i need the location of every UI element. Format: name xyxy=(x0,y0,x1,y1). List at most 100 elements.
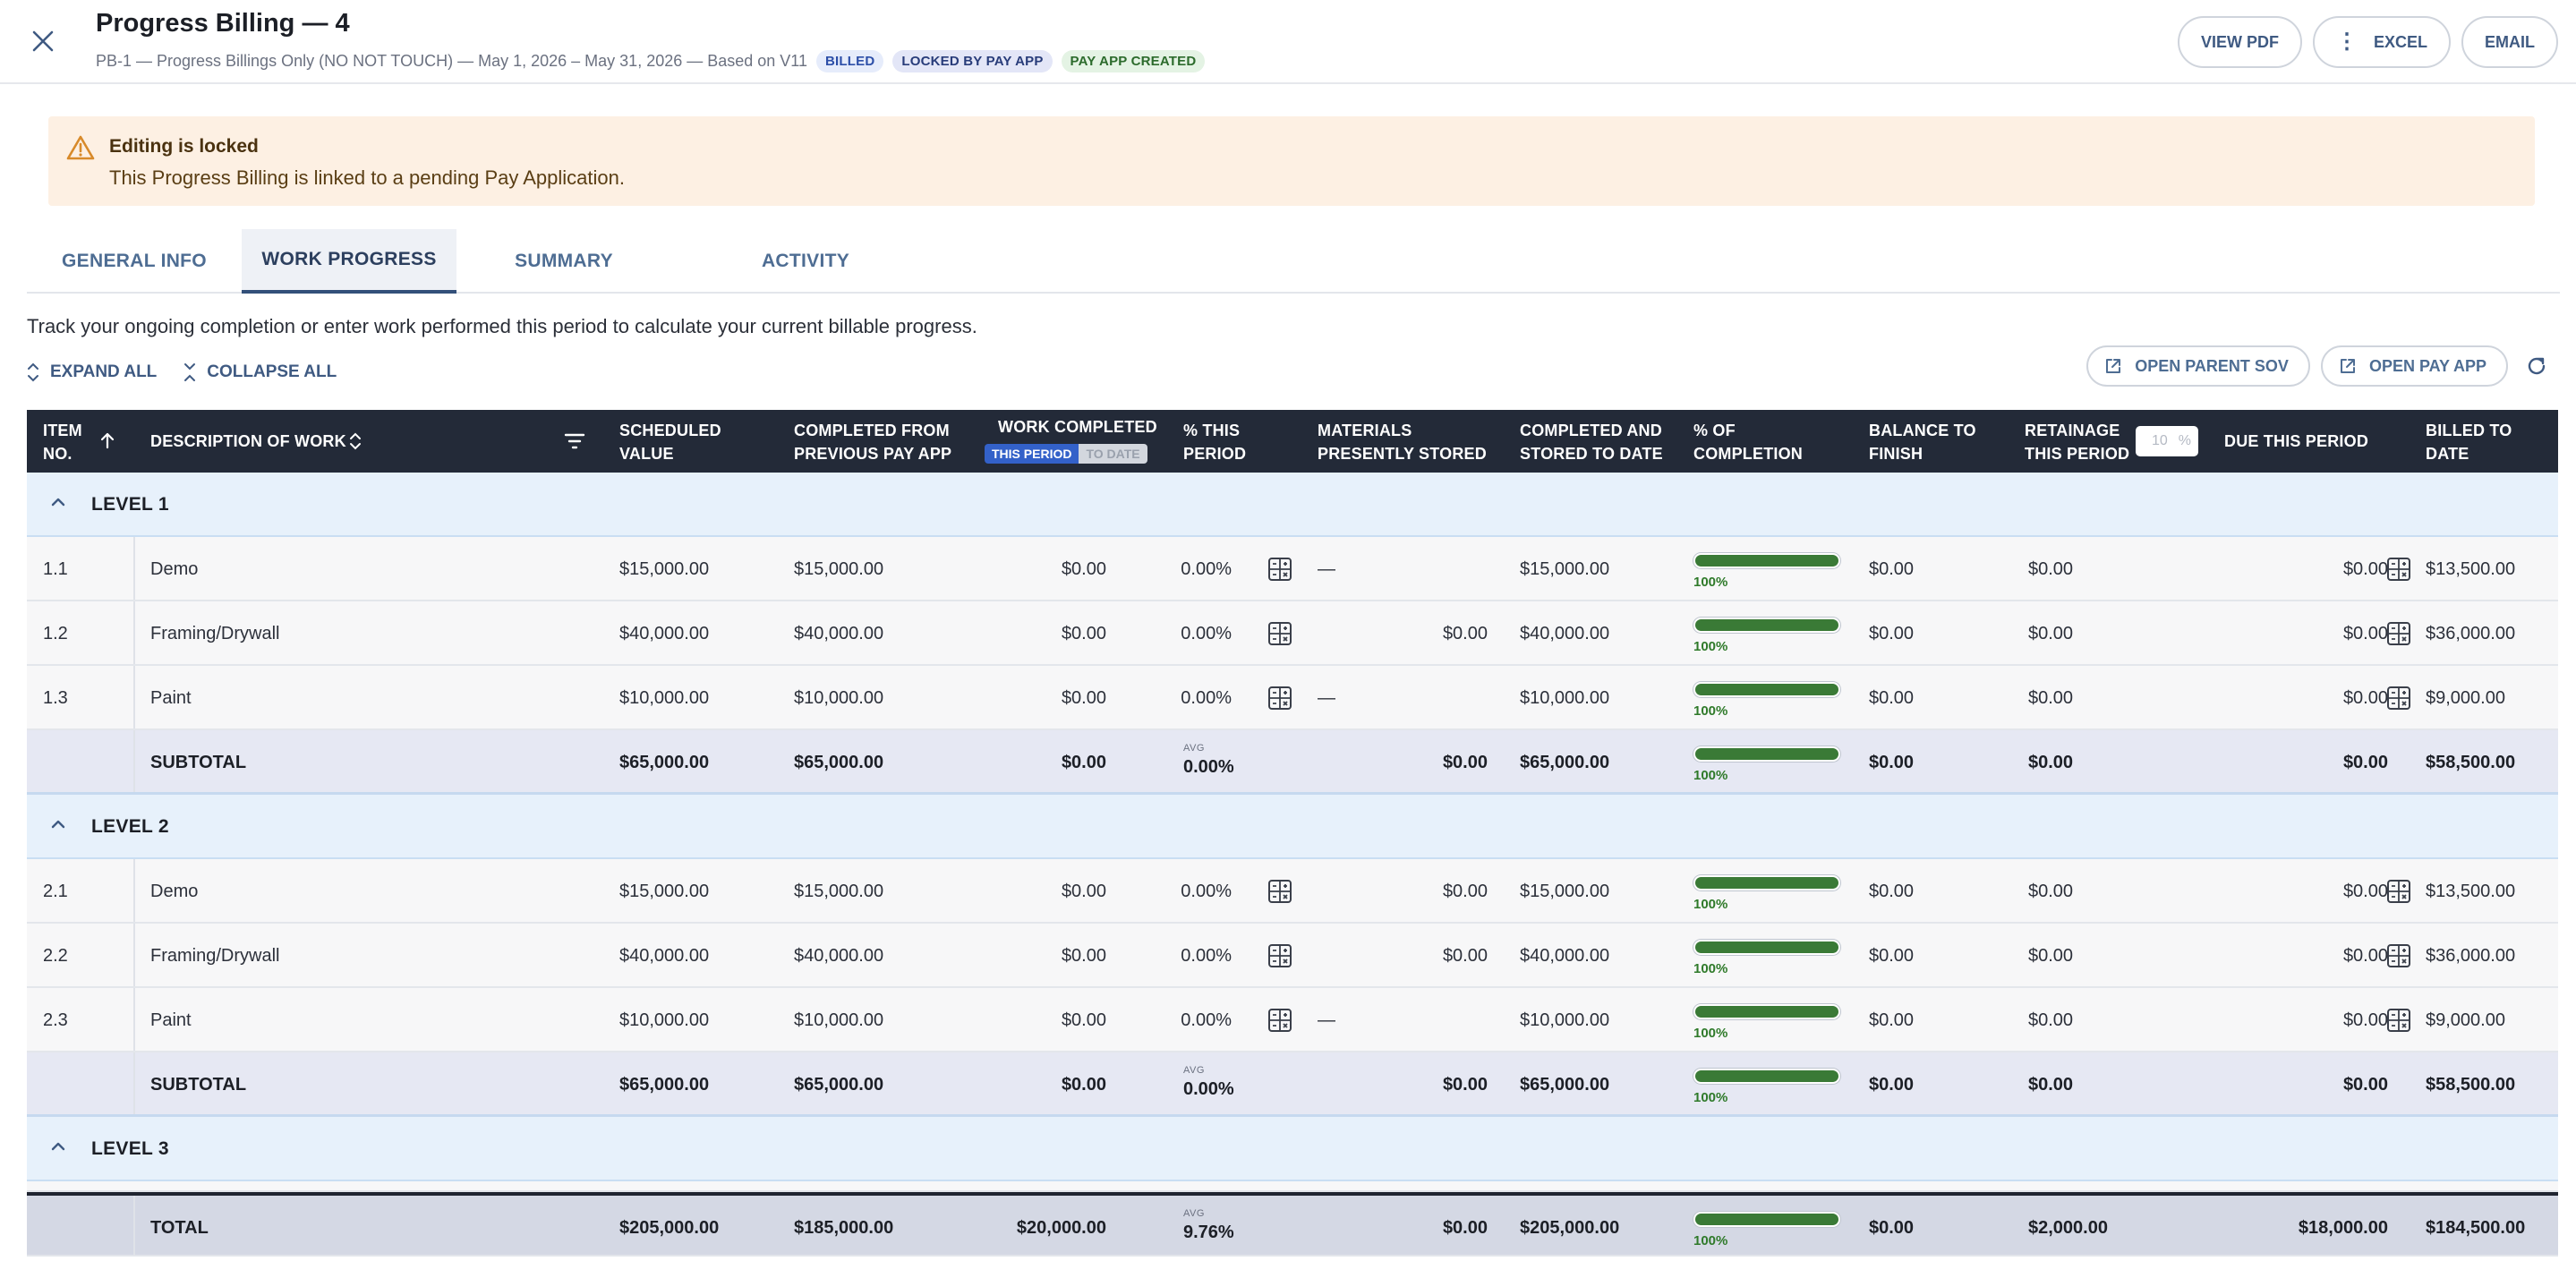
calculator-icon[interactable] xyxy=(2386,879,2411,904)
header-actions: VIEW PDF ⋮ EXCEL EMAIL xyxy=(2177,16,2558,68)
chevron-up-icon[interactable] xyxy=(50,494,66,515)
work-completed-value[interactable]: $0.00 xyxy=(1061,623,1106,643)
col-work-completed: WORK COMPLETED xyxy=(998,418,1157,436)
collapse-all-button[interactable]: COLLAPSE ALL xyxy=(183,362,337,383)
total-scheduled: $205,000.00 xyxy=(619,1217,720,1238)
level-group-header[interactable]: LEVEL 3 xyxy=(27,1117,2558,1181)
col-pct-completion: % OF COMPLETION xyxy=(1693,422,1803,463)
work-completed-value[interactable]: $0.00 xyxy=(1061,1010,1106,1030)
completed-previous: $15,000.00 xyxy=(794,881,884,901)
pct-this-period: 0.00% xyxy=(1181,945,1232,966)
retainage-value: $0.00 xyxy=(2028,1010,2074,1030)
materials-stored[interactable]: $0.00 xyxy=(1442,881,1488,901)
sort-icon[interactable] xyxy=(349,431,362,451)
completion-progress-bar xyxy=(1693,682,1840,697)
collapse-all-label: COLLAPSE ALL xyxy=(207,362,337,381)
col-completed-previous: COMPLETED FROM PREVIOUS PAY APP xyxy=(794,422,952,463)
level-group-header[interactable]: LEVEL 1 xyxy=(27,473,2558,537)
work-completed-value[interactable]: $0.00 xyxy=(1061,945,1106,966)
chevron-up-icon[interactable] xyxy=(50,1138,66,1159)
completed-previous: $10,000.00 xyxy=(794,1010,884,1030)
avg-label: AVG xyxy=(1183,1208,1205,1219)
expand-all-button[interactable]: EXPAND ALL xyxy=(27,362,157,383)
calculator-icon[interactable] xyxy=(2386,686,2411,711)
billed-to-date: $13,500.00 xyxy=(2426,881,2516,901)
due-this-period[interactable]: $0.00 xyxy=(2342,558,2388,579)
email-button[interactable]: EMAIL xyxy=(2461,16,2558,68)
col-pct-this-period: % THIS PERIOD xyxy=(1183,422,1247,463)
due-this-period[interactable]: $0.00 xyxy=(2342,1010,2388,1030)
completion-progress-bar xyxy=(1693,1069,1840,1084)
materials-stored[interactable]: — xyxy=(1318,558,1335,579)
avg-label: AVG xyxy=(1183,1065,1205,1076)
billed-to-date: $36,000.00 xyxy=(2426,945,2516,966)
completed-stored: $15,000.00 xyxy=(1520,881,1610,901)
tab-general-info[interactable]: GENERAL INFO xyxy=(62,251,207,271)
close-button[interactable] xyxy=(25,23,61,59)
subtotal-row: SUBTOTAL $65,000.00 $65,000.00 $0.00 AVG 0.00… xyxy=(27,1052,2558,1117)
calculator-icon[interactable] xyxy=(2386,943,2411,968)
tab-summary[interactable]: SUMMARY xyxy=(515,251,613,271)
col-balance-to-finish: BALANCE TO FINISH xyxy=(1869,422,1976,463)
col-item-no[interactable]: ITEM NO. xyxy=(43,422,82,463)
subtotal-materials: $0.00 xyxy=(1442,1074,1488,1095)
materials-stored[interactable]: — xyxy=(1318,1010,1335,1030)
materials-stored[interactable]: $0.00 xyxy=(1442,623,1488,643)
completion-progress-bar xyxy=(1693,940,1840,955)
excel-button[interactable]: ⋮ EXCEL xyxy=(2312,16,2451,68)
completion-percent-label: 100% xyxy=(1693,768,1728,783)
level-name: LEVEL 3 xyxy=(91,1138,169,1159)
external-link-icon xyxy=(2106,359,2121,373)
filter-icon[interactable] xyxy=(564,431,585,451)
open-pay-app-button[interactable]: OPEN PAY APP xyxy=(2320,345,2508,387)
calculator-icon[interactable] xyxy=(2386,557,2411,582)
level-group-header[interactable]: LEVEL 2 xyxy=(27,795,2558,859)
table-row: 1.3 Paint $10,000.00 $10,000.00 $0.00 0.00% — $… xyxy=(27,666,2558,730)
completed-stored: $15,000.00 xyxy=(1520,558,1610,579)
materials-stored[interactable]: — xyxy=(1318,687,1335,708)
total-completed-previous: $185,000.00 xyxy=(794,1217,894,1238)
total-avg-pct: 9.76% xyxy=(1183,1223,1234,1242)
subtotal-billed: $58,500.00 xyxy=(2426,752,2516,772)
open-parent-sov-button[interactable]: OPEN PARENT SOV xyxy=(2086,345,2310,387)
arrow-up-icon[interactable] xyxy=(100,431,115,449)
total-label: TOTAL xyxy=(150,1217,209,1238)
scheduled-value: $10,000.00 xyxy=(619,1010,710,1030)
table-row: 2.1 Demo $15,000.00 $15,000.00 $0.00 0.00% $0.… xyxy=(27,859,2558,924)
work-progress-description: Track your ongoing completion or enter w… xyxy=(27,315,977,337)
work-description: Framing/Drywall xyxy=(150,623,280,643)
collapse-icon xyxy=(184,363,196,381)
alert-text: This Progress Billing is linked to a pen… xyxy=(109,166,625,189)
subtotal-work-completed: $0.00 xyxy=(1061,1074,1106,1095)
due-this-period[interactable]: $0.00 xyxy=(2342,945,2388,966)
balance-to-finish: $0.00 xyxy=(1869,623,1915,643)
item-number: 1.2 xyxy=(43,623,68,643)
retainage-percent-input[interactable]: 10 % xyxy=(2136,426,2198,456)
calculator-icon[interactable] xyxy=(1267,879,1292,904)
work-completed-value[interactable]: $0.00 xyxy=(1061,687,1106,708)
work-completed-value[interactable]: $0.00 xyxy=(1061,881,1106,901)
view-pdf-button[interactable]: VIEW PDF xyxy=(2177,16,2302,68)
materials-stored[interactable]: $0.00 xyxy=(1442,945,1488,966)
work-completed-value[interactable]: $0.00 xyxy=(1061,558,1106,579)
col-description[interactable]: DESCRIPTION OF WORK xyxy=(150,432,346,450)
item-number: 2.1 xyxy=(43,881,68,901)
tab-work-progress[interactable]: WORK PROGRESS xyxy=(242,229,456,294)
col-completed-stored: COMPLETED AND STORED TO DATE xyxy=(1520,422,1663,463)
toggle-this-period[interactable]: THIS PERIOD xyxy=(985,444,1079,464)
chevron-up-icon[interactable] xyxy=(50,816,66,837)
calculator-icon[interactable] xyxy=(2386,621,2411,646)
due-this-period[interactable]: $0.00 xyxy=(2342,881,2388,901)
due-this-period[interactable]: $0.00 xyxy=(2342,623,2388,643)
calculator-icon[interactable] xyxy=(1267,1008,1292,1033)
calculator-icon[interactable] xyxy=(1267,621,1292,646)
calculator-icon[interactable] xyxy=(1267,943,1292,968)
calculator-icon[interactable] xyxy=(2386,1008,2411,1033)
toggle-to-date[interactable]: TO DATE xyxy=(1079,444,1147,464)
calculator-icon[interactable] xyxy=(1267,686,1292,711)
refresh-button[interactable] xyxy=(2519,348,2555,384)
calculator-icon[interactable] xyxy=(1267,557,1292,582)
tab-activity[interactable]: ACTIVITY xyxy=(761,251,850,271)
subtotal-balance: $0.00 xyxy=(1869,1074,1915,1095)
due-this-period[interactable]: $0.00 xyxy=(2342,687,2388,708)
